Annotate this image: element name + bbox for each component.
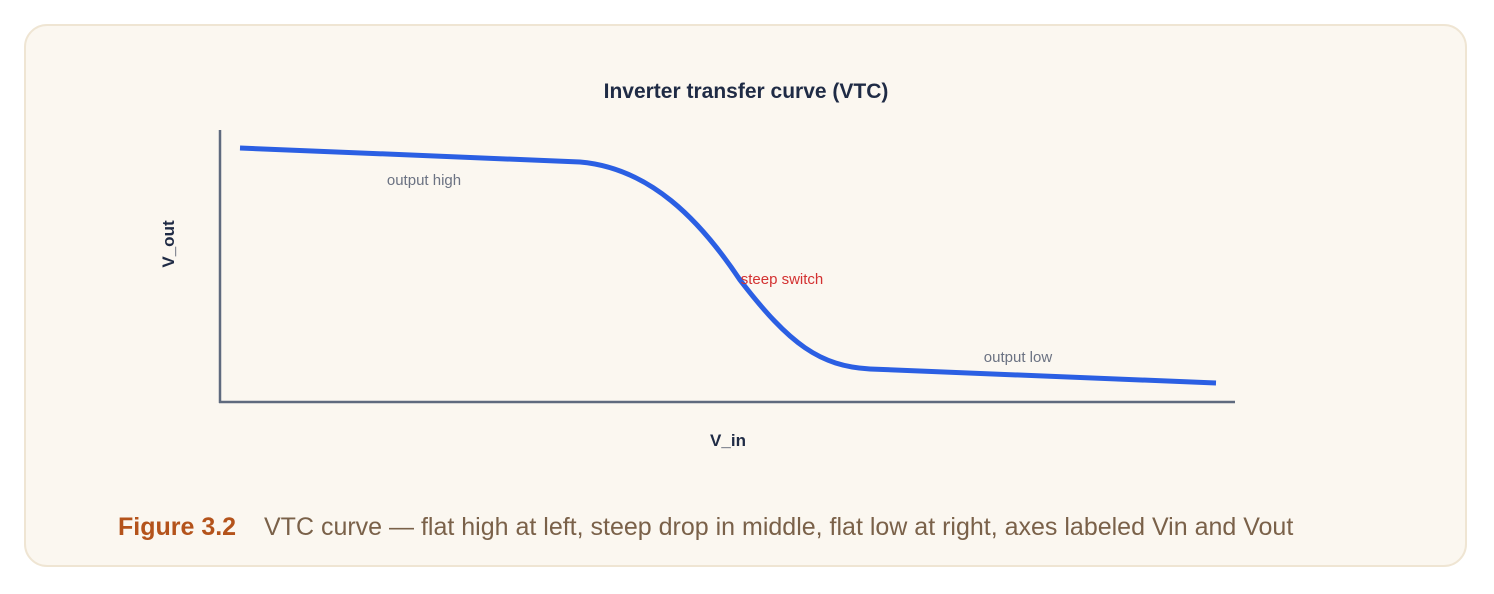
figure-card bbox=[24, 24, 1467, 567]
figure-title: Inverter transfer curve (VTC) bbox=[604, 80, 889, 103]
annotation: output high bbox=[387, 172, 461, 189]
y-axis-label: V_out bbox=[159, 220, 178, 268]
x-axis-label: V_in bbox=[710, 431, 746, 450]
vtc-curve bbox=[239, 145, 1217, 386]
annotation: steep switch bbox=[741, 271, 824, 288]
caption-text: VTC curve — flat high at left, steep dro… bbox=[264, 513, 1293, 541]
caption-label: Figure 3.2 bbox=[118, 513, 236, 541]
caption: Figure 3.2 VTC curve — flat high at left… bbox=[118, 513, 1293, 541]
annotation: output low bbox=[984, 349, 1053, 366]
